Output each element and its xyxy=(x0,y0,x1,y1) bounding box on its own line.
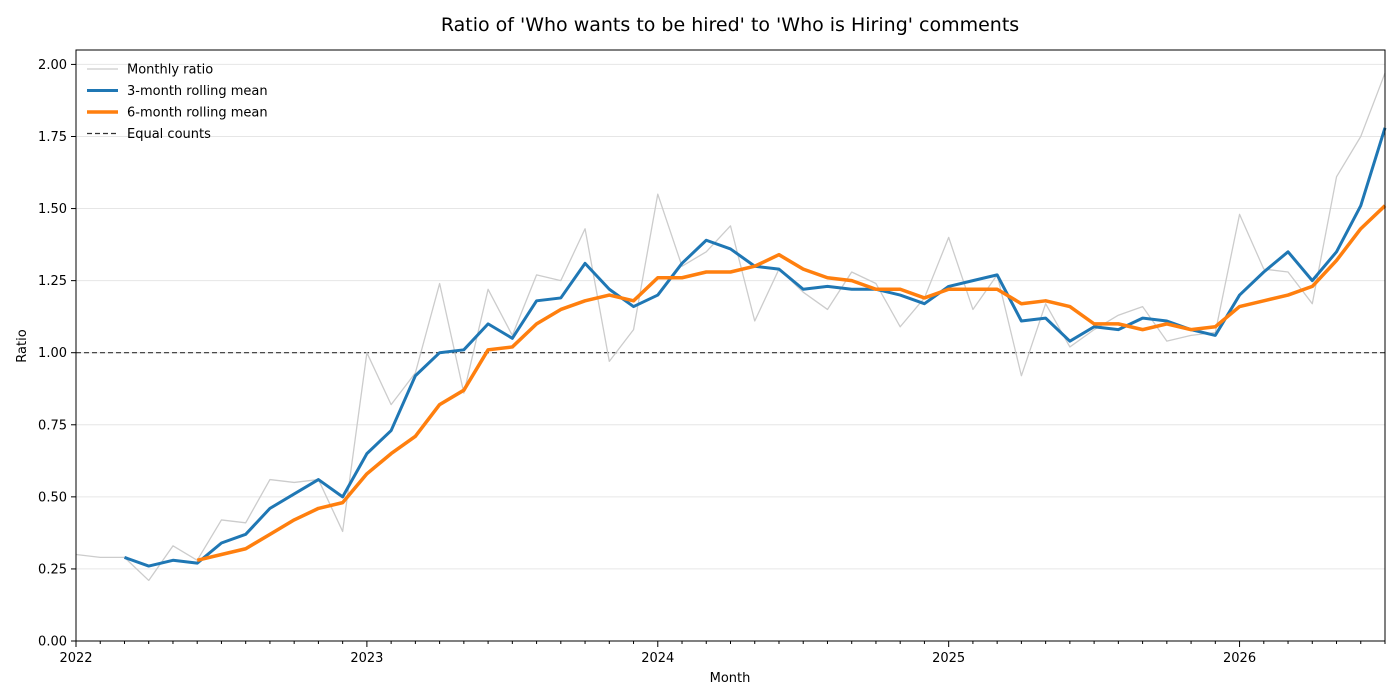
monthly-ratio-line xyxy=(75,72,1386,582)
legend-item-monthly-ratio: Monthly ratio xyxy=(87,63,213,78)
legend-label: 3-month rolling mean xyxy=(127,84,268,99)
y-tick-label: 1.50 xyxy=(38,202,67,217)
y-tick-label: 0.75 xyxy=(38,418,67,433)
y-axis-title: Ratio xyxy=(15,329,30,362)
legend-label: Monthly ratio xyxy=(127,63,213,78)
chart-title: Ratio of 'Who wants to be hired' to 'Who… xyxy=(441,14,1019,36)
y-tick-label: 1.75 xyxy=(38,130,67,145)
y-tick-label: 2.00 xyxy=(38,58,67,73)
y-tick-label: 1.00 xyxy=(38,346,67,361)
legend-label: 6-month rolling mean xyxy=(127,106,268,121)
rolling-mean-6-line xyxy=(196,204,1387,562)
x-tick-label: 2024 xyxy=(641,651,674,666)
x-tick-label: 2022 xyxy=(59,651,92,666)
x-tick-label: 2025 xyxy=(932,651,965,666)
legend-item-equal-counts: Equal counts xyxy=(87,127,211,142)
x-tick-label: 2023 xyxy=(350,651,383,666)
legend-label: Equal counts xyxy=(127,127,211,142)
x-axis: 2022 2023 2024 2025 2026 xyxy=(59,641,1386,666)
legend-item-rolling-mean-3: 3-month rolling mean xyxy=(87,84,268,99)
y-tick-label: 1.25 xyxy=(38,274,67,289)
x-axis-title: Month xyxy=(710,671,751,686)
y-axis: 0.00 0.25 0.50 0.75 1.00 1.25 1.50 1.75 2.00 xyxy=(38,58,76,650)
rolling-mean-3-line xyxy=(123,127,1387,568)
plot-frame xyxy=(75,49,1386,642)
y-tick-label: 0.50 xyxy=(38,490,67,505)
legend-item-rolling-mean-6: 6-month rolling mean xyxy=(87,106,268,121)
series-layer xyxy=(75,72,1387,582)
y-tick-label: 0.00 xyxy=(38,635,67,650)
x-tick-label: 2026 xyxy=(1223,651,1256,666)
y-tick-label: 0.25 xyxy=(38,562,67,577)
legend: Monthly ratio 3-month rolling mean 6-month… xyxy=(87,63,268,142)
